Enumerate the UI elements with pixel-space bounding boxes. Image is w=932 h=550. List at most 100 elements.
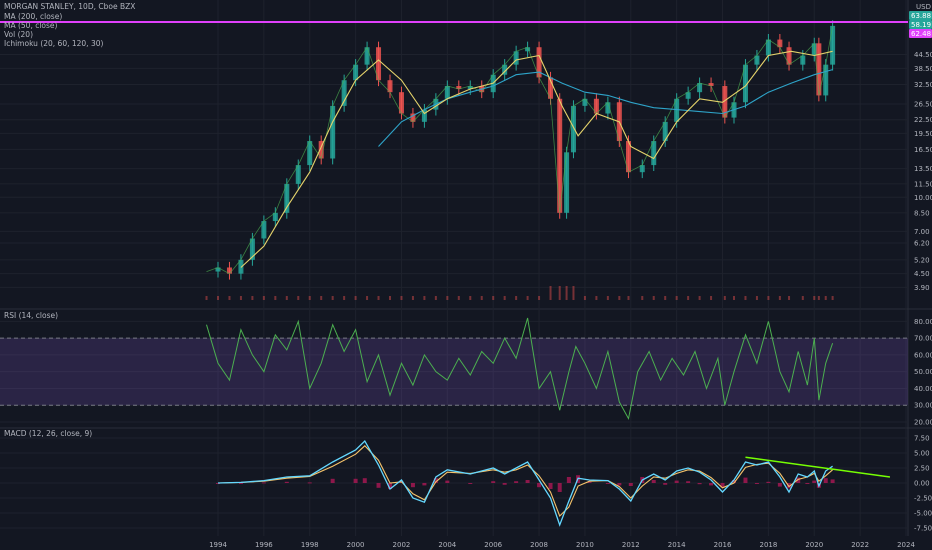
- price-line[interactable]: [206, 25, 833, 275]
- price-candle[interactable]: [765, 39, 771, 56]
- rsi-tick-label: 30.00: [914, 402, 932, 410]
- macd-histogram-bar: [353, 478, 358, 483]
- price-badge: [909, 11, 932, 20]
- time-tick-label: 2016: [714, 541, 732, 549]
- macd-signal-line[interactable]: [217, 445, 833, 517]
- price-candle[interactable]: [226, 267, 232, 274]
- volume-bar: [817, 296, 820, 300]
- price-candle[interactable]: [467, 86, 473, 90]
- price-candle[interactable]: [830, 25, 836, 65]
- volume-bar: [217, 296, 219, 300]
- price-candle[interactable]: [811, 43, 817, 56]
- volume-bar: [687, 296, 690, 300]
- price-candle[interactable]: [626, 141, 632, 173]
- price-candle[interactable]: [570, 105, 576, 153]
- price-candle[interactable]: [582, 98, 588, 106]
- volume-bar: [389, 296, 391, 300]
- price-candle[interactable]: [330, 105, 336, 159]
- ma200-line[interactable]: [378, 69, 833, 147]
- volume-bar: [239, 296, 242, 300]
- volume-bar: [824, 296, 827, 300]
- macd-histogram-bar: [491, 481, 496, 483]
- price-candle[interactable]: [215, 267, 221, 272]
- price-candle[interactable]: [754, 55, 760, 65]
- price-candle[interactable]: [398, 92, 404, 114]
- price-candle[interactable]: [651, 141, 657, 166]
- price-candle[interactable]: [307, 141, 313, 166]
- indicator-ma50-label[interactable]: MA (50, close): [4, 21, 58, 30]
- price-candle[interactable]: [697, 83, 703, 93]
- price-candle[interactable]: [444, 86, 450, 99]
- price-candle[interactable]: [318, 141, 324, 159]
- macd-histogram-bar: [720, 483, 725, 488]
- price-candle[interactable]: [800, 55, 806, 65]
- macd-line[interactable]: [217, 439, 833, 527]
- price-candle[interactable]: [456, 86, 462, 90]
- ma50-line[interactable]: [240, 50, 833, 268]
- price-candle[interactable]: [674, 98, 680, 122]
- price-candle[interactable]: [685, 92, 691, 99]
- rsi-line[interactable]: [206, 317, 834, 421]
- price-candle[interactable]: [525, 47, 531, 52]
- macd-histogram-bar: [216, 483, 220, 484]
- price-candle[interactable]: [605, 102, 611, 114]
- price-candle[interactable]: [536, 47, 542, 78]
- volume-bar: [675, 296, 678, 300]
- volume-bar: [549, 286, 552, 300]
- price-candle[interactable]: [387, 80, 393, 93]
- price-candle[interactable]: [823, 64, 829, 96]
- price-candle[interactable]: [295, 165, 301, 184]
- time-tick-label: 2022: [851, 541, 869, 549]
- price-candle[interactable]: [513, 51, 519, 65]
- price-candle[interactable]: [564, 152, 570, 213]
- price-candle[interactable]: [353, 64, 359, 81]
- macd-title[interactable]: MACD (12, 26, close, 9): [4, 429, 92, 438]
- macd-trendline[interactable]: [745, 456, 891, 478]
- price-candle[interactable]: [261, 221, 267, 239]
- price-candle[interactable]: [662, 121, 668, 142]
- price-candle[interactable]: [742, 64, 748, 103]
- price-candle[interactable]: [421, 109, 427, 122]
- price-candle[interactable]: [593, 98, 599, 114]
- rsi-pane[interactable]: [0, 317, 908, 421]
- price-candle[interactable]: [708, 83, 714, 87]
- price-candle[interactable]: [777, 39, 783, 48]
- price-candle[interactable]: [548, 77, 554, 99]
- rsi-title[interactable]: RSI (14, close): [4, 311, 58, 320]
- price-candle[interactable]: [786, 47, 792, 65]
- price-candle[interactable]: [272, 212, 278, 222]
- price-tick-label: 44.50: [914, 51, 932, 59]
- price-pane[interactable]: [0, 20, 908, 300]
- price-candle[interactable]: [410, 113, 416, 122]
- volume-bar: [572, 286, 575, 300]
- price-candle[interactable]: [557, 98, 563, 213]
- volume-bar: [755, 296, 758, 300]
- price-candle[interactable]: [341, 80, 347, 106]
- macd-histogram-bar: [238, 483, 243, 484]
- time-tick-label: 2002: [393, 541, 411, 549]
- macd-histogram-bar: [388, 483, 392, 489]
- macd-histogram-bar: [823, 478, 828, 483]
- price-candle[interactable]: [816, 43, 822, 96]
- volume-bar: [831, 296, 834, 300]
- rsi-tick-label: 40.00: [914, 385, 932, 393]
- time-tick-label: 2010: [576, 541, 594, 549]
- price-candle[interactable]: [364, 47, 370, 65]
- price-candle[interactable]: [376, 47, 382, 81]
- macd-pane[interactable]: [216, 439, 891, 527]
- price-candle[interactable]: [502, 64, 508, 75]
- macd-histogram-bar: [307, 482, 312, 484]
- price-candle[interactable]: [249, 238, 255, 260]
- price-candle[interactable]: [639, 165, 645, 173]
- macd-histogram-bar: [376, 483, 381, 488]
- time-tick-label: 1998: [301, 541, 319, 549]
- volume-bar: [469, 296, 472, 300]
- price-candle[interactable]: [722, 86, 728, 118]
- indicator-ichimoku-label[interactable]: Ichimoku (20, 60, 120, 30): [4, 39, 103, 48]
- indicator-ma200-label[interactable]: MA (200, close): [4, 12, 62, 21]
- price-candle[interactable]: [284, 183, 290, 213]
- macd-histogram-bar: [422, 483, 427, 486]
- indicator-volume-label[interactable]: Vol (20): [4, 30, 33, 39]
- time-tick-label: 2006: [484, 541, 502, 549]
